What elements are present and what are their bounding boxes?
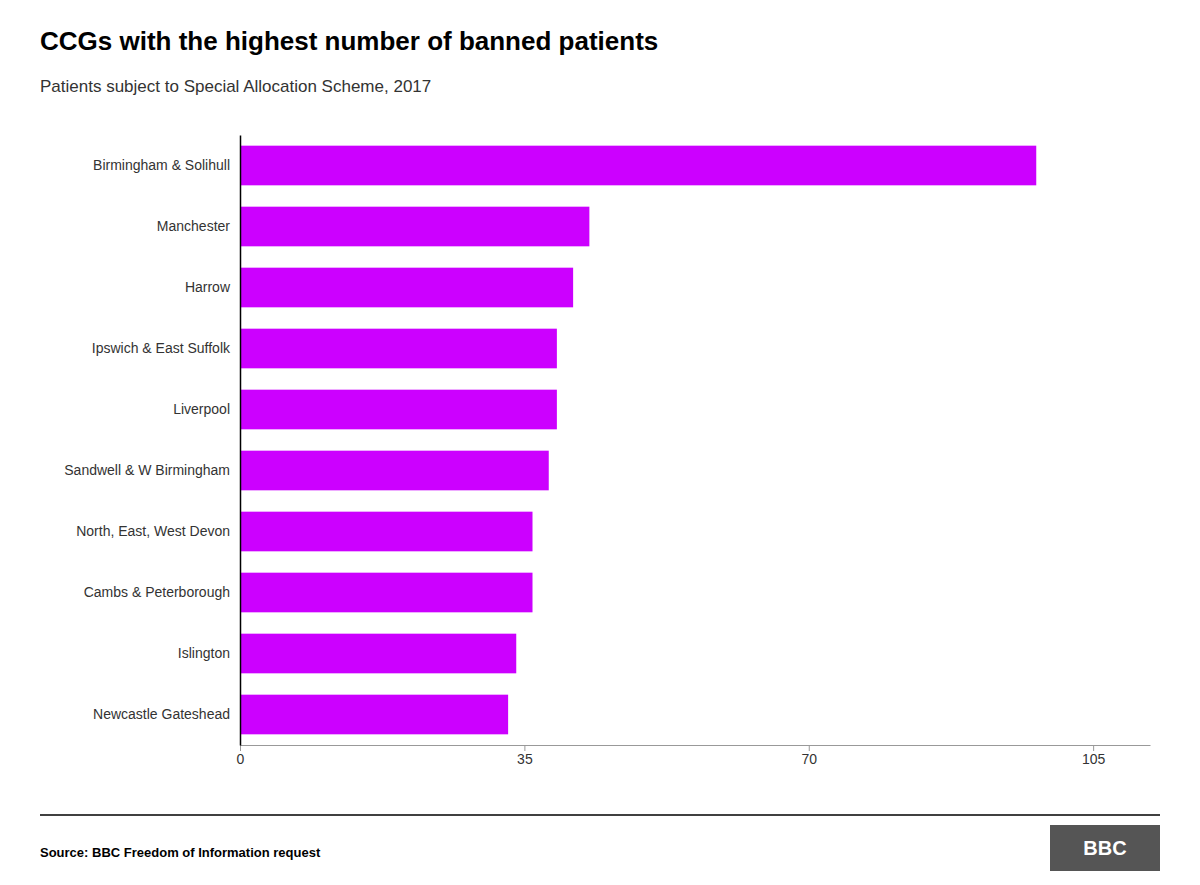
source: Source: BBC Freedom of Information reque… [40,845,321,860]
category-label: Birmingham & Solihull [93,157,230,173]
value-axis-line [241,745,1151,746]
tick-label: 105 [1082,751,1106,767]
category-tick: Islington [178,645,230,661]
category-tick: Harrow [185,279,231,295]
category-label: Cambs & Peterborough [84,584,230,600]
category-tick: Newcastle Gateshead [93,706,230,722]
category-tick: Sandwell & W Birmingham [64,462,230,478]
bar [240,634,516,674]
bar [240,695,508,735]
tick-label: 70 [801,751,817,767]
category-axis-line [240,136,242,746]
bars [240,146,1036,735]
bar [240,512,533,552]
category-tick: Ipswich & East Suffolk [92,340,231,356]
tick: 35 [517,745,533,767]
category-tick: North, East, West Devon [76,523,230,539]
category-label: Sandwell & W Birmingham [64,462,230,478]
category-label: Liverpool [173,401,230,417]
category-tick: Birmingham & Solihull [93,157,230,173]
category-tick: Manchester [157,218,230,234]
bar [240,390,557,430]
tick-label: 0 [237,751,245,767]
plot-area: 0 35 70 105 Newcastle Gateshead Islington Camb… [64,136,1150,767]
bar [240,329,557,369]
category-label: Islington [178,645,230,661]
category-label: Manchester [157,218,230,234]
tick: 70 [801,745,817,767]
category-label: Newcastle Gateshead [93,706,230,722]
value-axis: 0 35 70 105 [237,745,1151,767]
logo-text: BBC [1083,837,1126,859]
tick: 105 [1082,745,1106,767]
bar [240,451,549,491]
separator [40,814,1160,816]
category-tick: Liverpool [173,401,230,417]
category-axis: Newcastle Gateshead Islington Cambs & Pete… [64,136,240,746]
tick: 0 [237,745,245,767]
tick-label: 35 [517,751,533,767]
category-label: Harrow [185,279,231,295]
bar [240,146,1036,186]
title: CCGs with the highest number of banned p… [40,26,658,56]
category-tick: Cambs & Peterborough [84,584,230,600]
category-label: North, East, West Devon [76,523,230,539]
category-label: Ipswich & East Suffolk [92,340,231,356]
bar [240,573,533,613]
subtitle: Patients subject to Special Allocation S… [40,77,431,96]
logo-box [1050,825,1160,871]
bar [240,207,589,247]
bar [240,268,573,308]
chart: CCGs with the highest number of banned p… [0,0,1200,885]
